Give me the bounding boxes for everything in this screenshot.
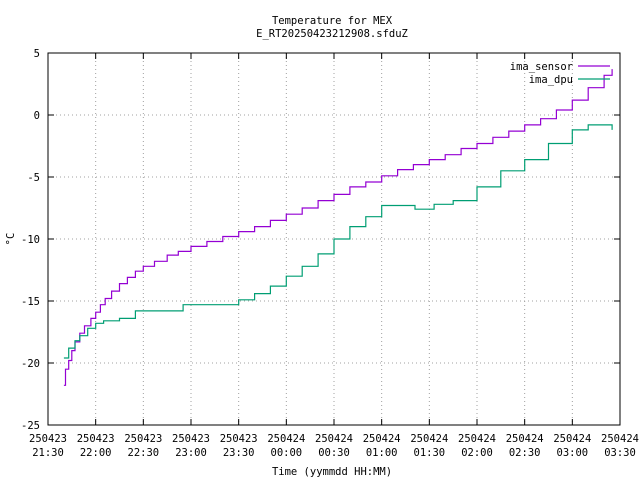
- series-group: [63, 69, 613, 386]
- x-tick-date: 250424: [553, 433, 591, 445]
- x-tick-time: 00:30: [318, 447, 350, 459]
- y-tick-label: 5: [34, 48, 40, 60]
- grid: [48, 53, 620, 425]
- x-tick-date: 250423: [172, 433, 210, 445]
- x-tick-time: 02:00: [461, 447, 493, 459]
- chart-subtitle: E_RT20250423212908.sfduZ: [256, 28, 408, 40]
- series-line-ima-sensor: [63, 69, 613, 386]
- x-axis: 250423 21:30 250423 22:00 250423 22:30 250423 2…: [29, 53, 639, 459]
- y-tick-label: -5: [27, 172, 40, 184]
- x-tick-time: 01:30: [414, 447, 446, 459]
- x-tick-time: 00:00: [271, 447, 303, 459]
- x-tick-time: 23:30: [223, 447, 255, 459]
- x-axis-label: Time (yymmdd HH:MM): [272, 466, 392, 478]
- x-tick-time: 21:30: [32, 447, 64, 459]
- x-tick-date: 250423: [77, 433, 115, 445]
- y-tick-label: -10: [21, 234, 40, 246]
- x-tick-date: 250424: [458, 433, 496, 445]
- y-axis: -25 -20 -15 -10 -5 0 5: [21, 48, 620, 432]
- y-tick-label: 0: [34, 110, 40, 122]
- x-tick-time: 03:00: [557, 447, 589, 459]
- x-tick-date: 250424: [410, 433, 448, 445]
- x-tick-date: 250424: [267, 433, 305, 445]
- x-tick-date: 250423: [124, 433, 162, 445]
- x-tick-time: 22:00: [80, 447, 112, 459]
- x-tick-date: 250424: [601, 433, 639, 445]
- y-tick-label: -25: [21, 420, 40, 432]
- series-line-ima-dpu: [63, 124, 613, 359]
- x-tick-date: 250424: [363, 433, 401, 445]
- x-tick-date: 250423: [220, 433, 258, 445]
- y-tick-label: -15: [21, 296, 40, 308]
- x-tick-time: 01:00: [366, 447, 398, 459]
- x-tick-time: 03:30: [604, 447, 636, 459]
- x-tick-date: 250424: [506, 433, 544, 445]
- x-tick-date: 250423: [29, 433, 67, 445]
- y-axis-label: °C: [5, 233, 17, 246]
- x-tick-time: 23:00: [175, 447, 207, 459]
- legend-label: ima_sensor: [510, 61, 573, 73]
- x-tick-time: 02:30: [509, 447, 541, 459]
- legend-label: ima_dpu: [529, 74, 573, 86]
- chart-title: Temperature for MEX: [272, 15, 393, 27]
- x-tick-time: 22:30: [128, 447, 160, 459]
- y-tick-label: -20: [21, 358, 40, 370]
- x-tick-date: 250424: [315, 433, 353, 445]
